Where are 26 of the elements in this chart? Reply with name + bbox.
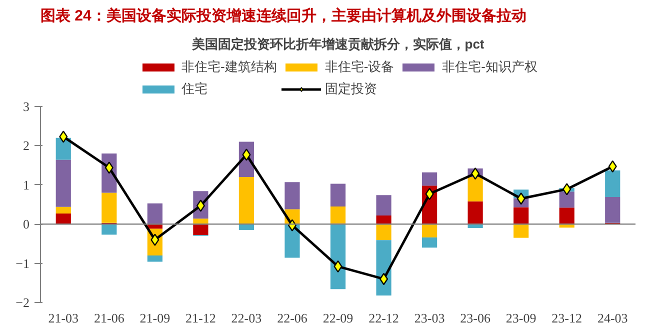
y-tick-label: 1 bbox=[23, 177, 30, 192]
x-tick-label: 21-03 bbox=[48, 310, 79, 326]
x-tick-label: 22-09 bbox=[322, 310, 354, 326]
legend-label: 住宅 bbox=[181, 80, 208, 98]
x-tick-label: 24-03 bbox=[597, 310, 628, 326]
x-tick-label: 23-03 bbox=[414, 310, 445, 326]
y-tick-label: −1 bbox=[16, 256, 30, 271]
y-tick-label: 3 bbox=[23, 99, 30, 114]
x-tick-label: 23-12 bbox=[552, 310, 582, 326]
legend-label: 非住宅-知识产权 bbox=[442, 58, 538, 76]
x-tick-label: 21-09 bbox=[140, 310, 170, 326]
legend-label: 非住宅-建筑结构 bbox=[181, 58, 277, 76]
x-tick-label: 23-06 bbox=[460, 310, 491, 326]
legend-label: 非住宅-设备 bbox=[324, 58, 394, 76]
x-tick-label: 22-03 bbox=[231, 310, 262, 326]
chart-subtitle: 美国固定投资环比折年增速贡献拆分，实际值，pct bbox=[190, 36, 485, 52]
y-tick-label: 0 bbox=[23, 216, 30, 232]
y-tick-label: −2 bbox=[16, 295, 30, 310]
x-tick-label: 22-12 bbox=[368, 310, 399, 326]
chart-title: 图表 24：美国设备实际投资增速连续回升，主要由计算机及外围设备拉动 bbox=[40, 6, 526, 24]
x-tick-label: 23-09 bbox=[506, 310, 536, 326]
legend-label: 固定投资 bbox=[324, 80, 377, 98]
x-tick-label: 21-06 bbox=[94, 310, 125, 326]
x-tick-label: 22-06 bbox=[277, 310, 308, 326]
y-tick-label: 2 bbox=[23, 138, 30, 154]
x-tick-label: 21-12 bbox=[186, 310, 216, 326]
